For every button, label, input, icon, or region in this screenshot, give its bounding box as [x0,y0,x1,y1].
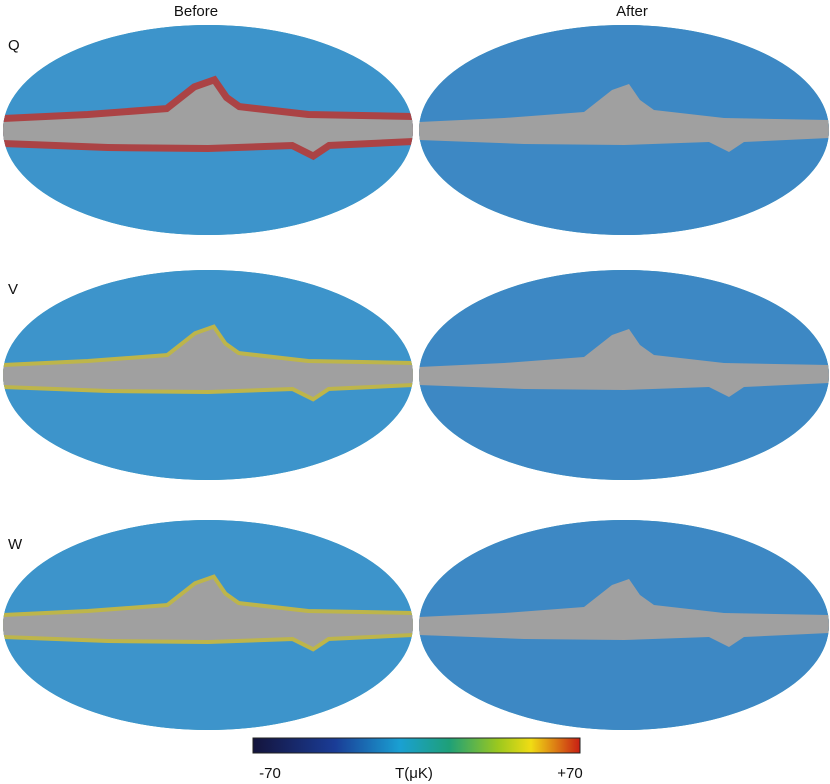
sky-map [419,25,829,235]
sky-map [3,520,413,730]
row-label: W [8,536,23,553]
colorbar-min: -70 [259,765,281,782]
sky-map [419,270,829,480]
column-title: Before [174,3,218,20]
row-label: Q [8,37,20,54]
column-title: After [616,3,648,20]
colorbar [252,737,581,754]
colorbar-max: +70 [557,765,582,782]
row-label: V [8,281,18,298]
colorbar-label: T(μK) [395,765,433,782]
sky-map [3,25,413,235]
sky-map [3,270,413,480]
sky-map [419,520,829,730]
